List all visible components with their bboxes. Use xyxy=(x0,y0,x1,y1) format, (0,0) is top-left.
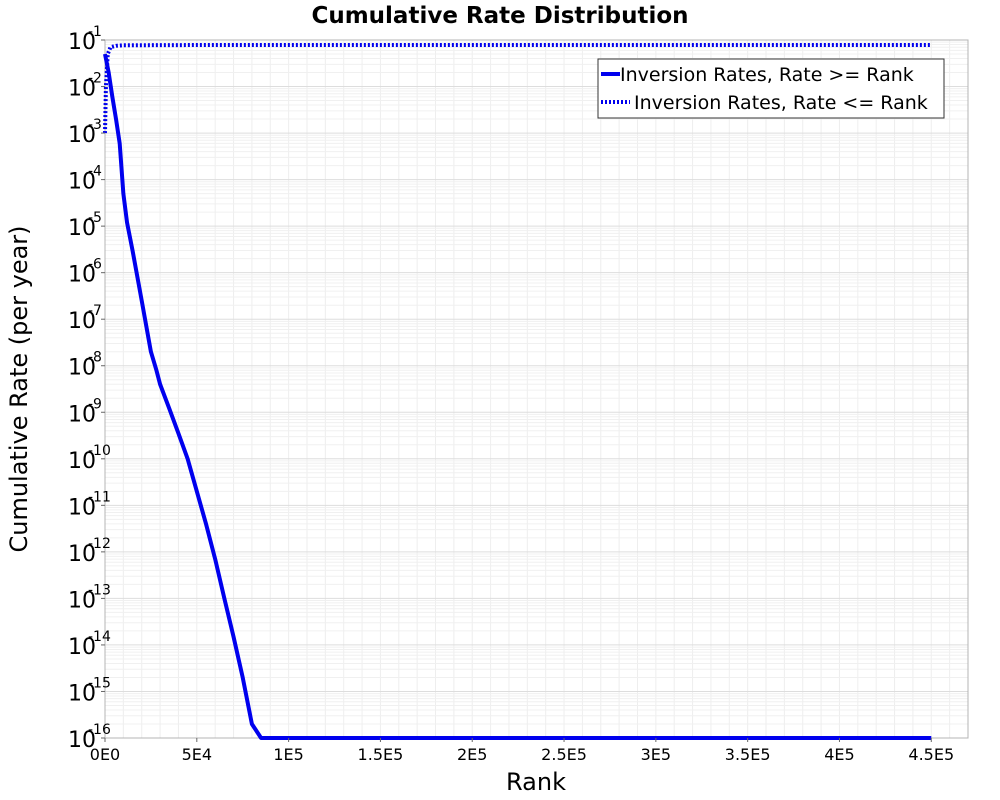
y-tick-exponent: -11 xyxy=(88,489,111,505)
legend-box xyxy=(597,58,945,119)
grid xyxy=(104,39,969,739)
x-tick-label: 5E4 xyxy=(182,745,212,764)
y-tick-base: 10 xyxy=(68,356,96,381)
y-tick-label: 10-9 xyxy=(68,396,105,427)
series-layer xyxy=(103,43,932,740)
y-tick-label: 10-13 xyxy=(68,582,111,613)
y-tick-exponent: -15 xyxy=(88,675,111,691)
legend-entry-rate-le-rank: Inversion Rates, Rate <= Rank xyxy=(634,92,928,114)
x-axis-ticks: 0E0 5E4 1E5 1.5E5 2E5 2.5E5 3E5 3.5E5 4E5 4.5E5 xyxy=(90,738,954,764)
x-tick-label: 4E5 xyxy=(824,745,854,764)
y-tick-exponent: -2 xyxy=(88,71,102,87)
y-tick-exponent: -10 xyxy=(88,443,111,459)
y-tick-base: 10 xyxy=(68,263,96,288)
x-axis-label: Rank xyxy=(506,768,566,796)
x-tick-label: 3E5 xyxy=(641,745,671,764)
y-tick-exponent: -9 xyxy=(88,396,102,412)
y-tick-label: 10-15 xyxy=(68,675,111,706)
y-tick-base: 10 xyxy=(68,77,96,102)
y-tick-label: 10-2 xyxy=(68,71,105,102)
y-tick-label: 10-10 xyxy=(68,443,111,474)
y-tick-exponent: -3 xyxy=(88,117,102,133)
chart-title: Cumulative Rate Distribution xyxy=(311,3,688,29)
y-tick-base: 10 xyxy=(68,170,96,195)
y-tick-base: 10 xyxy=(68,495,96,520)
y-tick-label: 10-12 xyxy=(68,536,111,567)
y-tick-exponent: -13 xyxy=(88,582,111,598)
y-tick-label: 10-3 xyxy=(68,117,105,148)
y-tick-exponent: -12 xyxy=(88,536,111,552)
x-tick-label: 2E5 xyxy=(457,745,487,764)
legend: Inversion Rates, Rate >= Rank Inversion … xyxy=(597,58,945,119)
y-tick-exponent: -1 xyxy=(88,24,102,40)
legend-entry-rate-ge-rank: Inversion Rates, Rate >= Rank xyxy=(620,64,914,86)
x-tick-label: 4.5E5 xyxy=(908,745,954,764)
series-line-rate-le-rank xyxy=(103,43,932,134)
y-tick-label: 10-11 xyxy=(68,489,111,520)
y-tick-base: 10 xyxy=(68,449,96,474)
y-tick-exponent: -8 xyxy=(88,350,102,366)
y-tick-exponent: -16 xyxy=(88,722,111,738)
y-tick-base: 10 xyxy=(68,728,96,753)
y-tick-base: 10 xyxy=(68,30,96,55)
y-tick-base: 10 xyxy=(68,216,96,241)
y-tick-base: 10 xyxy=(68,635,96,660)
y-tick-label: 10-14 xyxy=(68,629,111,660)
y-axis-ticks: 10-110-210-310-410-510-610-710-810-910-1… xyxy=(68,24,111,753)
series-line-rate-ge-rank xyxy=(103,53,932,740)
y-tick-exponent: -5 xyxy=(88,210,102,226)
y-tick-label: 10-7 xyxy=(68,303,105,334)
y-tick-base: 10 xyxy=(68,123,96,148)
y-tick-exponent: -14 xyxy=(88,629,111,645)
y-tick-exponent: -4 xyxy=(88,164,102,180)
y-tick-base: 10 xyxy=(68,402,96,427)
y-tick-label: 10-16 xyxy=(68,722,111,753)
y-tick-exponent: -6 xyxy=(88,257,102,273)
y-tick-label: 10-4 xyxy=(68,164,105,195)
x-tick-label: 1.5E5 xyxy=(358,745,404,764)
x-tick-label: 3.5E5 xyxy=(725,745,771,764)
y-tick-base: 10 xyxy=(68,681,96,706)
y-axis-label: Cumulative Rate (per year) xyxy=(5,225,33,552)
y-tick-label: 10-6 xyxy=(68,257,105,288)
x-tick-label: 2.5E5 xyxy=(541,745,587,764)
y-tick-label: 10-5 xyxy=(68,210,105,241)
y-tick-label: 10-1 xyxy=(68,24,105,55)
y-tick-base: 10 xyxy=(68,542,96,567)
y-tick-exponent: -7 xyxy=(88,303,102,319)
x-tick-label: 0E0 xyxy=(90,745,120,764)
y-tick-base: 10 xyxy=(68,588,96,613)
y-tick-base: 10 xyxy=(68,309,96,334)
x-tick-label: 1E5 xyxy=(273,745,303,764)
y-tick-label: 10-8 xyxy=(68,350,105,381)
